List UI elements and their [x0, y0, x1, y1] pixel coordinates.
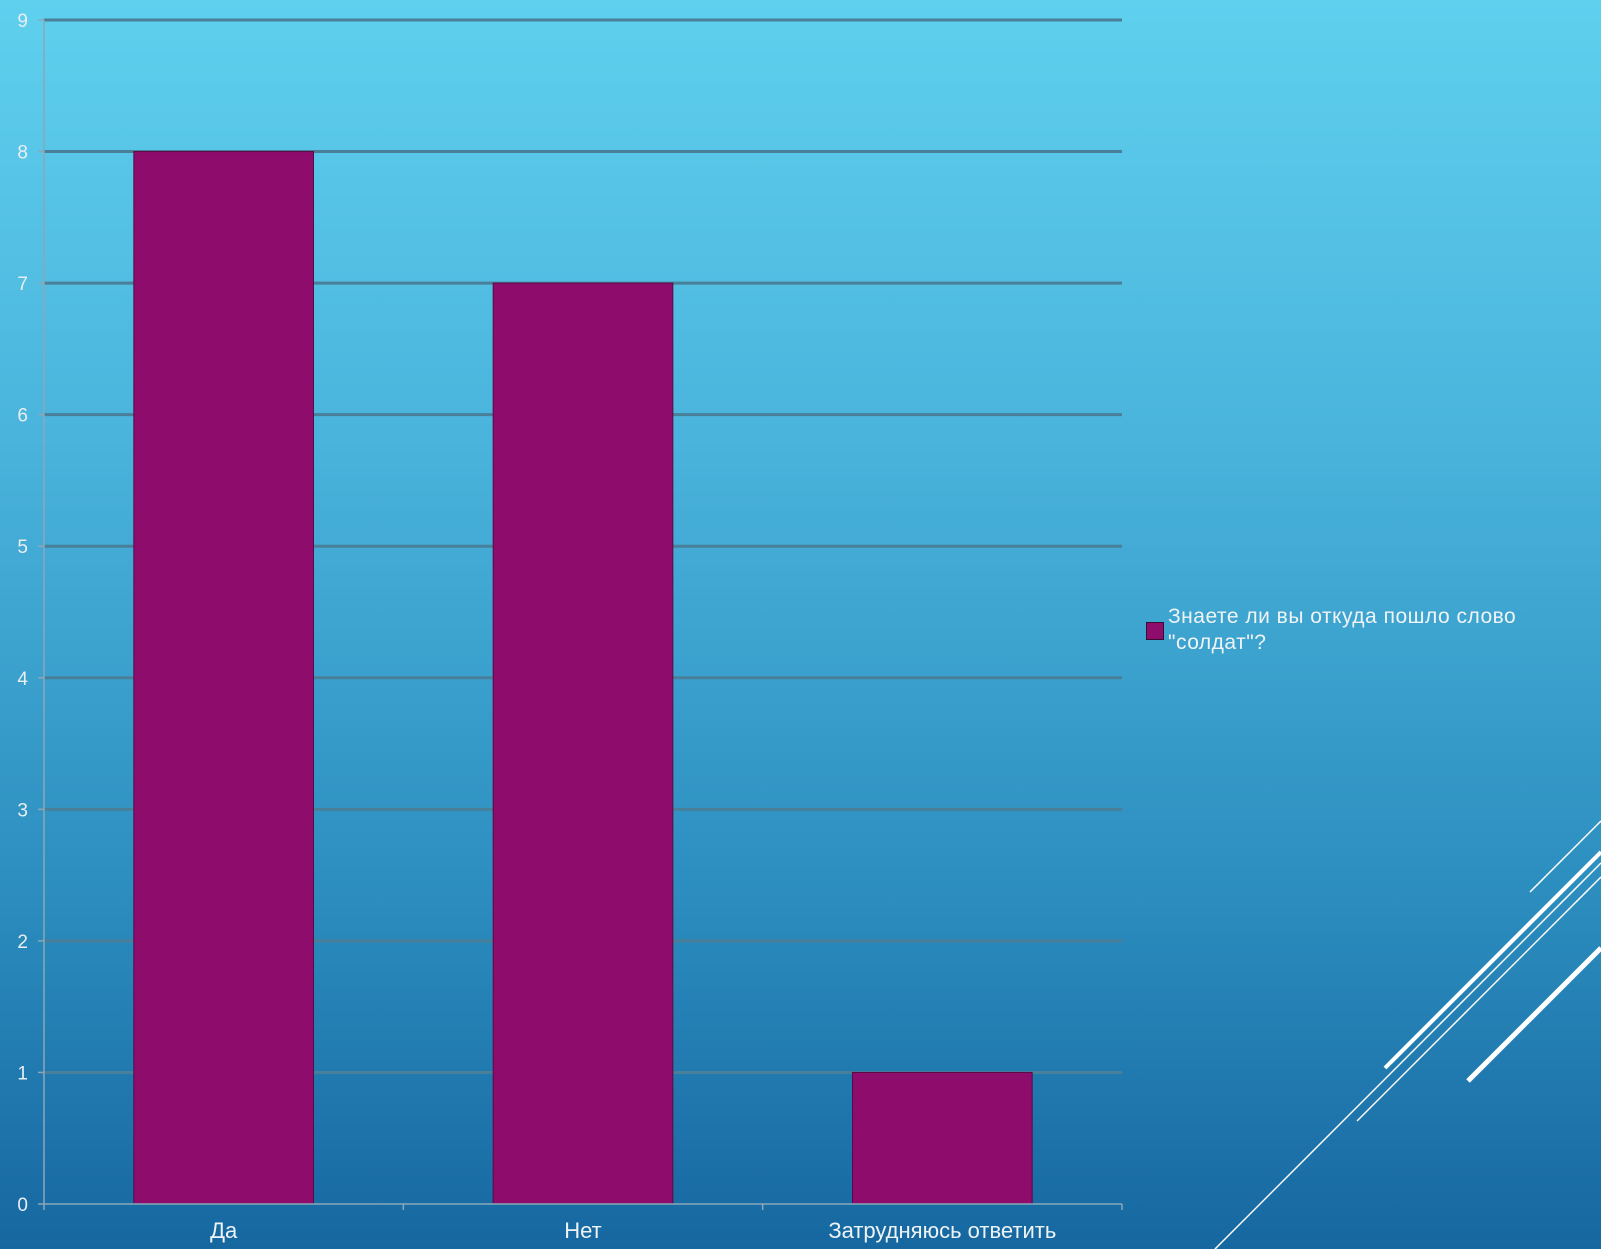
y-tick-label: 7: [17, 274, 28, 295]
y-tick-label: 4: [17, 669, 28, 690]
y-tick-label: 6: [17, 406, 28, 427]
y-tick-label: 1: [17, 1063, 28, 1084]
legend-swatch: [1146, 622, 1164, 640]
x-tick-label: Нет: [564, 1218, 601, 1243]
x-tick-label: Да: [210, 1218, 238, 1243]
bar: [133, 151, 314, 1205]
bar: [492, 282, 674, 1205]
legend-label: Знаете ли вы откуда пошло слово "солдат"…: [1168, 605, 1517, 654]
y-tick-label: 5: [17, 537, 28, 558]
bar: [852, 1071, 1033, 1205]
decorative-lines: [1214, 820, 1601, 1249]
y-tick-label: 8: [17, 143, 28, 164]
x-tick-label: Затрудняюсь ответить: [828, 1218, 1056, 1243]
y-tick-label: 9: [17, 11, 28, 32]
y-tick-label: 3: [17, 800, 28, 821]
y-tick-label: 0: [17, 1195, 28, 1216]
y-tick-label: 2: [17, 932, 28, 953]
legend: Знаете ли вы откуда пошло слово "солдат"…: [1146, 604, 1596, 656]
